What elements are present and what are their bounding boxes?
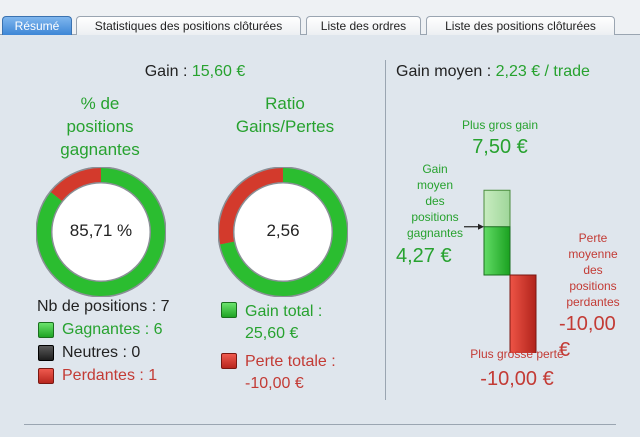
- gain-moyen-caption-line: moyen: [416, 178, 454, 192]
- win-rate-title: % de positions gagnantes: [40, 92, 160, 161]
- gagnantes-label: Gagnantes : 6: [62, 321, 163, 338]
- gain-header: Gain : 15,60 €: [60, 63, 330, 81]
- perdantes-swatch: [38, 368, 54, 384]
- gain-total-label: Gain total :: [245, 303, 323, 320]
- gagnantes-swatch: [38, 322, 54, 338]
- avg-gain-arrow-head: [478, 223, 484, 230]
- tab-liste-des-ordres[interactable]: Liste des ordres: [306, 16, 421, 35]
- gain-moyen-caption-line: gagnantes: [406, 226, 464, 240]
- avg-gain-bar: [483, 226, 511, 276]
- win-rate-red-arc: [50, 168, 102, 202]
- tab-liste-positions-cloturees[interactable]: Liste des positions clôturées: [426, 16, 615, 35]
- tab-bar: Résumé Statistiques des positions clôtur…: [0, 0, 640, 35]
- ratio-donut: [218, 167, 348, 297]
- ratio-green-arc: [220, 168, 347, 296]
- perte-moyenne-value: -10,00 €: [559, 313, 616, 361]
- perte-totale-value: -10,00 €: [245, 375, 304, 392]
- gain-moyen-caption-line: des: [425, 194, 445, 208]
- gain-total-swatch: [221, 302, 237, 318]
- gain-value: 15,60 €: [191, 63, 246, 80]
- perdantes-label: Perdantes : 1: [62, 367, 158, 384]
- gain-moyen-value: 2,23 € / trade: [495, 63, 590, 80]
- summary-panel: Gain : 15,60 € Gain moyen : 2,23 € / tra…: [0, 35, 640, 437]
- win-rate-title-line: % de: [80, 94, 120, 113]
- perte-moyenne-caption-line: moyenne: [568, 247, 618, 261]
- plus-grosse-perte-value: -10,00 €: [480, 368, 554, 390]
- perte-moyenne-caption-line: positions: [569, 279, 617, 293]
- horizontal-divider: [24, 424, 616, 425]
- gain-loss-bars: [464, 189, 537, 353]
- perte-moyenne-caption: Perte moyenne des positions perdantes: [553, 230, 633, 310]
- ratio-title-line: Ratio: [265, 94, 305, 113]
- perte-moyenne-caption-line: perdantes: [566, 295, 620, 309]
- gain-moyen-label: Gain moyen :: [396, 63, 492, 80]
- perte-moyenne-caption-line: Perte: [578, 231, 608, 245]
- gain-total: Gain total : 25,60 €: [245, 301, 322, 345]
- win-rate-title-line: gagnantes: [60, 140, 140, 159]
- gain-moyen-caption: Gain moyen des positions gagnantes: [396, 161, 474, 241]
- ratio-title: Ratio Gains/Pertes: [215, 92, 355, 138]
- perte-moyenne-caption-line: des: [583, 263, 603, 277]
- gain-moyen-bar-value: 4,27 €: [396, 245, 452, 267]
- vertical-divider: [385, 60, 386, 400]
- perte-totale-swatch: [221, 353, 237, 369]
- tab-statistiques-positions-cloturees[interactable]: Statistiques des positions clôturées: [76, 16, 301, 35]
- neutres-label: Neutres : 0: [62, 344, 141, 361]
- ratio-value: 2,56: [266, 221, 300, 240]
- perte-totale: Perte totale : -10,00 €: [245, 351, 336, 395]
- perte-totale-label: Perte totale :: [245, 353, 336, 370]
- gain-total-value: 25,60 €: [245, 325, 299, 342]
- win-rate-donut: [36, 167, 166, 297]
- win-rate-value: 85,71 %: [69, 221, 133, 240]
- gain-moyen-caption-line: Gain: [422, 162, 448, 176]
- win-rate-green-arc: [37, 168, 165, 296]
- plus-grosse-perte-label: Plus grosse perte: [470, 347, 564, 361]
- tab-resume[interactable]: Résumé: [2, 16, 72, 35]
- nb-positions: Nb de positions : 7: [37, 298, 170, 315]
- win-rate-title-line: positions: [66, 117, 134, 136]
- plus-gros-gain-value: 7,50 €: [472, 136, 528, 158]
- plus-gros-gain-label: Plus gros gain: [461, 118, 539, 132]
- gain-moyen-caption-line: positions: [411, 210, 459, 224]
- ratio-red-arc: [219, 168, 284, 245]
- gain-label: Gain :: [144, 63, 188, 80]
- ratio-title-line: Gains/Pertes: [235, 117, 335, 136]
- gain-moyen-header: Gain moyen : 2,23 € / trade: [396, 63, 636, 81]
- neutres-swatch: [38, 345, 54, 361]
- max-loss-bar: [509, 274, 537, 353]
